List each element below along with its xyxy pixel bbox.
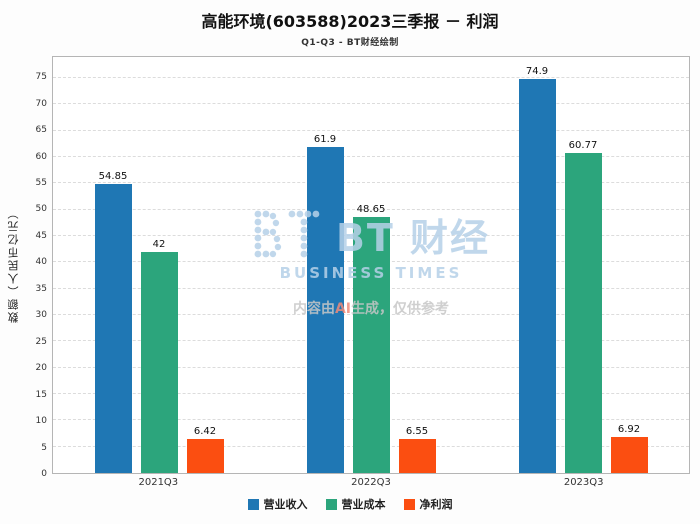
chart-subtitle: Q1-Q3 - BT财经绘制: [301, 38, 399, 48]
bar-group: 54.85 42 6.42: [53, 57, 265, 473]
x-tick-label: 2023Q3: [563, 477, 604, 488]
bar-value-label: 61.9: [313, 134, 337, 146]
bar-value-label: 48.65: [356, 203, 386, 215]
bar-2022Q3: [352, 216, 390, 473]
bar-value-label: 60.77: [568, 140, 598, 151]
legend-item: 营业成本: [325, 496, 386, 512]
bar-group: 74.9 60.77 6.92: [477, 57, 689, 473]
bar-wrap: 42: [140, 57, 178, 473]
bar-wrap: 74.9: [518, 57, 556, 473]
y-tick-label: 35: [35, 283, 47, 294]
bar-value-label: 6.92: [617, 423, 641, 435]
x-tick-label: 2022Q3: [351, 477, 391, 488]
y-tick-label: 75: [35, 72, 47, 83]
chart-body: 数额（人民币亿元） 0 5 10 15 20 25 30 35 40 45 50 55 60 65 70 75: [6, 56, 690, 479]
gridline: [53, 182, 689, 184]
y-tick-label: 30: [35, 310, 47, 321]
legend-label: 净利润: [419, 498, 453, 511]
legend-item: 营业收入: [247, 496, 308, 512]
y-tick-label: 65: [35, 125, 47, 136]
y-tick-label: 25: [35, 336, 47, 347]
y-axis: 0 5 10 15 20 25 30 35 40 45 50 55 60 65 70 75: [22, 56, 52, 479]
legend-label: 营业成本: [341, 498, 386, 511]
bar-wrap: 6.92: [610, 57, 648, 473]
bar-value-label: 54.85: [98, 171, 128, 183]
bar-group: 61.9 48.65 6.55: [265, 57, 477, 473]
gridline: [53, 103, 689, 105]
y-tick-label: 55: [35, 178, 47, 188]
legend-label: 营业收入: [263, 498, 308, 511]
y-tick-label: 10: [35, 416, 47, 427]
legend-item: 净利润: [403, 496, 453, 512]
bar-2023Q3: [518, 78, 556, 473]
y-tick-label: 70: [35, 98, 47, 109]
bar-2022Q3: [306, 147, 344, 473]
y-tick-label: 20: [35, 363, 47, 374]
y-tick-label: 0: [41, 469, 47, 479]
bar-2021Q3: [94, 184, 132, 473]
bar-2021Q3: [140, 251, 178, 473]
y-tick-label: 15: [35, 389, 47, 400]
bar-value-label: 6.42: [193, 426, 217, 438]
legend-swatch: [247, 498, 259, 510]
bar-wrap: 6.42: [186, 57, 224, 473]
y-tick-label: 5: [41, 442, 47, 453]
bar-wrap: 60.77: [564, 57, 602, 473]
bar-value-label: 6.55: [405, 425, 429, 437]
x-tick-label: 2021Q3: [138, 477, 179, 488]
bar-wrap: 61.9: [306, 57, 344, 473]
chart-title: 高能环境(603588)2023三季报 － 利润: [201, 12, 499, 31]
gridline: [53, 208, 689, 210]
bar-wrap: 6.55: [398, 57, 436, 473]
bar-wrap: 48.65: [352, 57, 390, 473]
bar-value-label: 74.9: [525, 65, 549, 77]
legend: 营业收入 营业成本 净利润: [0, 496, 700, 512]
bar-2023Q3: [564, 153, 602, 473]
y-tick-label: 60: [35, 151, 47, 162]
bar-2022Q3: [398, 438, 436, 473]
legend-swatch: [403, 498, 415, 510]
gridline: [53, 156, 689, 158]
bar-value-label: 42: [152, 238, 166, 250]
y-axis-label: 数额（人民币亿元）: [7, 206, 20, 324]
bar-2023Q3: [610, 436, 648, 473]
y-tick-label: 50: [35, 204, 47, 215]
plot-area: BT 财经 BUSINESS TIMES 内容由AI生成，仅供参考 54.85 4…: [52, 56, 690, 474]
bar-wrap: 54.85: [94, 57, 132, 473]
y-tick-label: 45: [35, 230, 47, 241]
bar-2021Q3: [186, 439, 224, 473]
x-axis-labels: 2021Q3 2022Q3 2023Q3: [52, 477, 690, 488]
y-tick-label: 40: [35, 257, 47, 268]
gridline: [53, 129, 689, 131]
gridline: [53, 77, 689, 79]
legend-swatch: [325, 498, 337, 510]
